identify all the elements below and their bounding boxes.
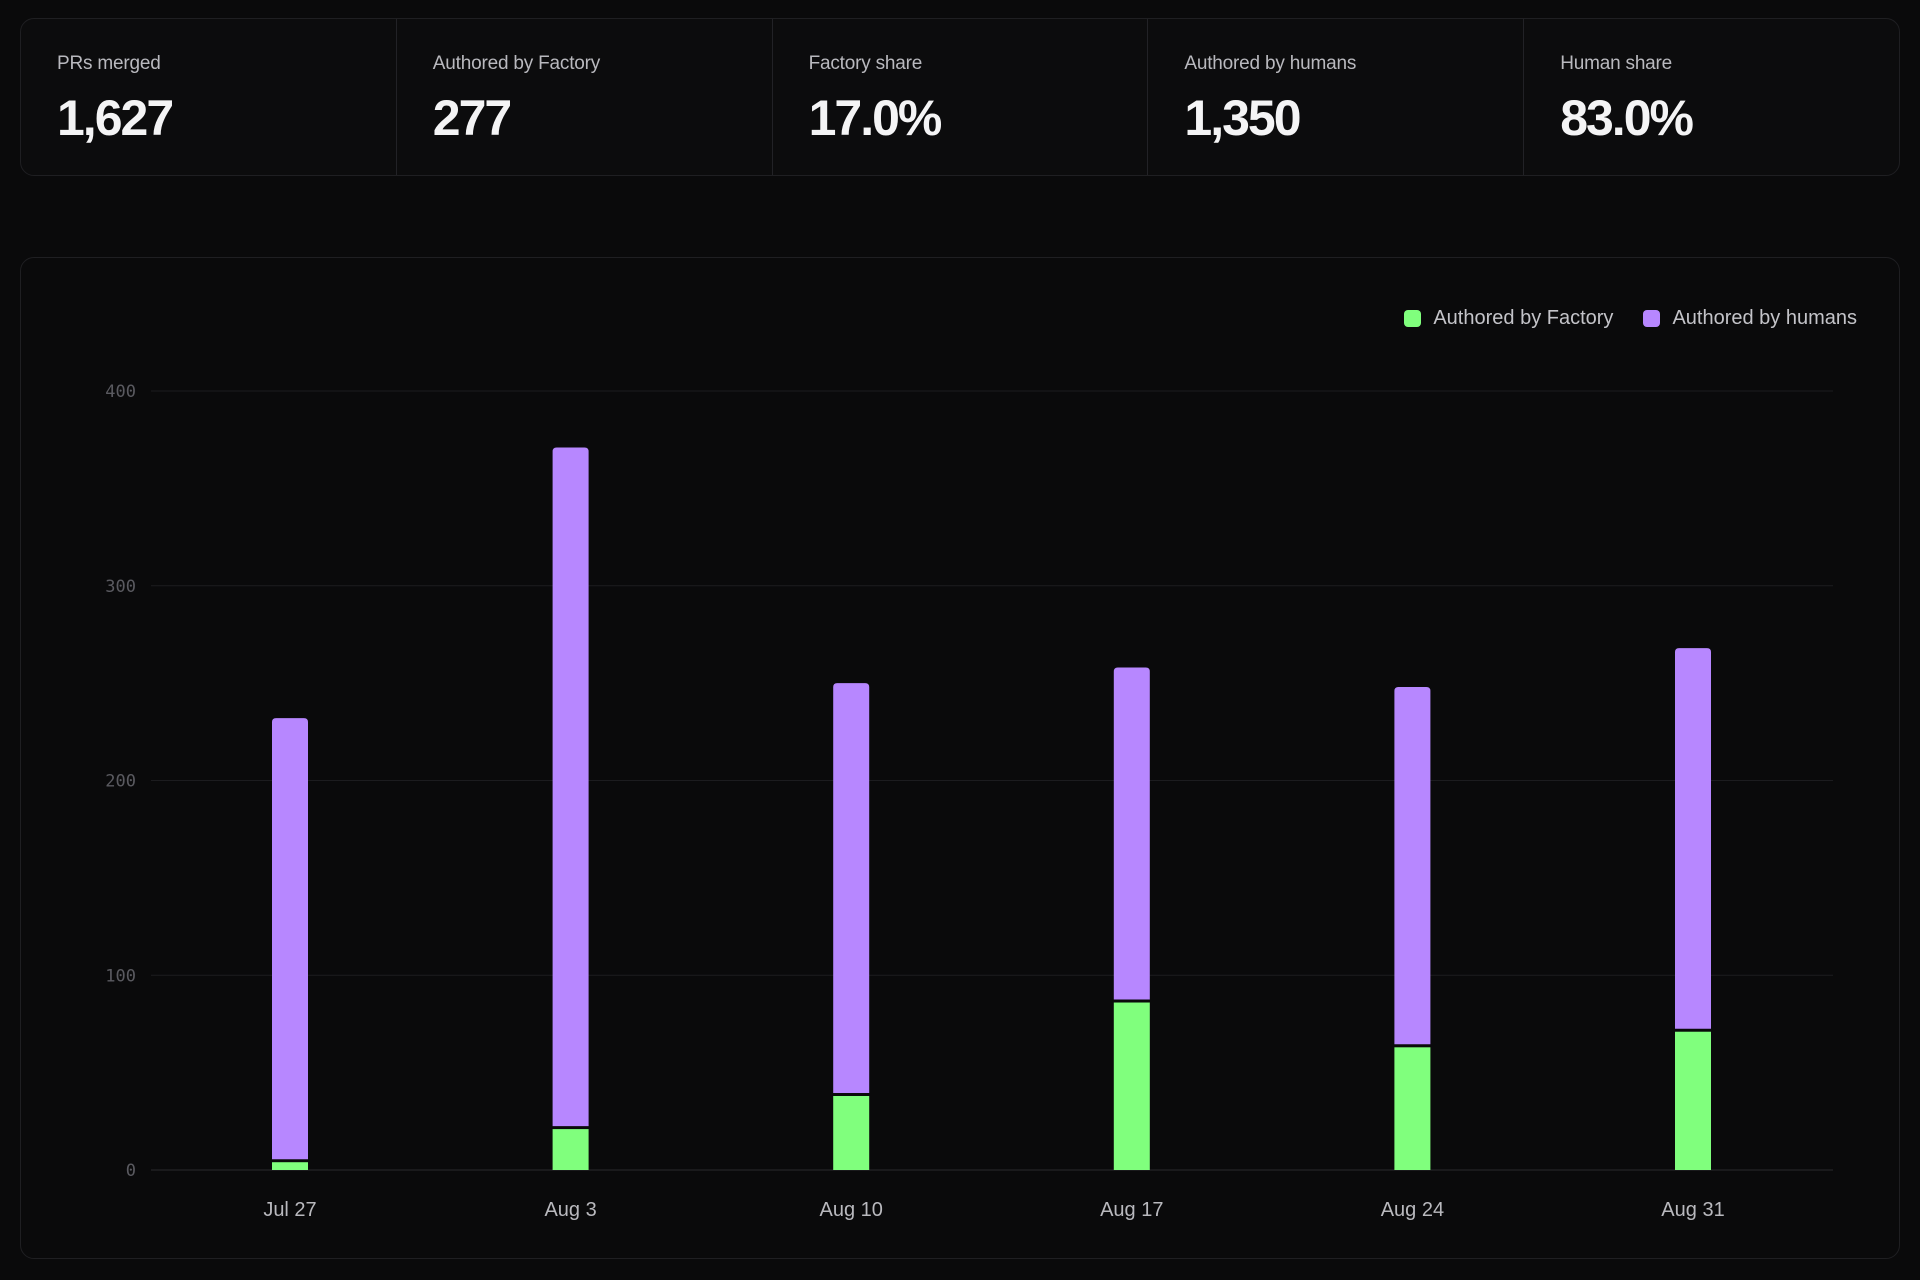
- stat-prs-merged: PRs merged 1,627: [21, 19, 397, 175]
- summary-stats-bar: PRs merged 1,627 Authored by Factory 277…: [20, 18, 1900, 176]
- bar-segment-factory: [1675, 1031, 1711, 1170]
- x-category-label: Aug 24: [1381, 1199, 1444, 1221]
- y-tick-label: 400: [105, 382, 136, 402]
- x-category-label: Aug 31: [1661, 1199, 1724, 1221]
- bar-segment-humans: [833, 683, 870, 1093]
- stat-value: 83.0%: [1560, 90, 1694, 146]
- legend-item-factory[interactable]: Authored by Factory: [1404, 307, 1613, 330]
- y-tick-label: 0: [126, 1161, 136, 1181]
- bar-segment-humans: [552, 447, 589, 1127]
- y-tick-label: 300: [105, 577, 136, 597]
- stat-label: Authored by humans: [1184, 53, 1357, 74]
- stat-factory-share: Factory share 17.0%: [773, 19, 1149, 175]
- bar-segment-humans: [272, 718, 308, 1160]
- stat-value: 277: [432, 90, 512, 146]
- bar-segment-humans: [1394, 687, 1431, 1045]
- y-tick-label: 100: [105, 966, 136, 986]
- bar-segment-factory: [552, 1129, 589, 1170]
- legend-label-humans: Authored by humans: [1672, 307, 1857, 329]
- x-category-label: Aug 10: [820, 1199, 883, 1221]
- bar-segment-factory: [1394, 1047, 1431, 1170]
- x-category-label: Jul 27: [263, 1199, 316, 1221]
- legend-swatch-factory: [1404, 310, 1422, 327]
- stat-label: Authored by Factory: [432, 53, 601, 74]
- stat-label: PRs merged: [57, 53, 161, 74]
- y-tick-label: 200: [105, 772, 136, 792]
- stacked-bar-chart: 0 100 200 300 400 Jul 27 Aug 3 Aug 10 Aug 17 Aug …: [105, 382, 1833, 1221]
- stat-authored-by-factory: Authored by Factory 277: [397, 19, 773, 175]
- bar-segment-factory: [1113, 1002, 1150, 1170]
- bar-segment-humans: [1675, 648, 1711, 1029]
- bar-segment-factory: [272, 1162, 308, 1170]
- stat-label: Factory share: [808, 53, 923, 74]
- legend-item-humans[interactable]: Authored by humans: [1643, 307, 1857, 330]
- legend-label-factory: Authored by Factory: [1433, 307, 1614, 329]
- stat-value: 17.0%: [808, 90, 943, 146]
- bar-segment-factory: [833, 1095, 870, 1170]
- chart-card: Authored by Factory Authored by humans 0…: [20, 257, 1900, 1259]
- x-category-label: Aug 17: [1100, 1199, 1163, 1221]
- bar-segment-humans: [1113, 667, 1150, 1000]
- x-category-label: Aug 3: [544, 1199, 596, 1221]
- legend-swatch-humans: [1643, 310, 1661, 327]
- stat-value: 1,350: [1184, 90, 1301, 146]
- chart-legend: Authored by Factory Authored by humans: [1404, 307, 1857, 330]
- stat-value: 1,627: [57, 90, 174, 146]
- stat-human-share: Human share 83.0%: [1524, 19, 1899, 175]
- stat-label: Human share: [1560, 53, 1673, 74]
- stat-authored-by-humans: Authored by humans 1,350: [1148, 19, 1525, 175]
